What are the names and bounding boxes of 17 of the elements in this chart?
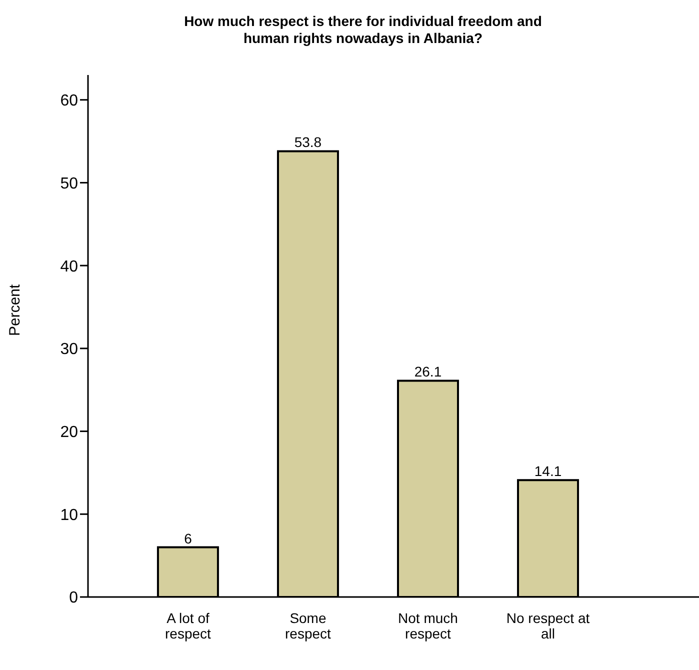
y-axis-title: Percent (6, 283, 24, 336)
chart-title: How much respect is there for individual freedom and human rights nowadays in Albania? (184, 13, 542, 46)
y-tick-label: 30 (60, 341, 78, 358)
data-label: 53.8 (294, 134, 322, 150)
y-tick-label: 10 (60, 506, 78, 524)
data-label: 26.1 (414, 364, 442, 380)
y-tick-label: 20 (60, 424, 78, 441)
x-tick-label: Some respect (285, 610, 332, 642)
y-tick-label: 40 (60, 258, 78, 276)
data-label: 6 (184, 530, 192, 546)
x-tick-label: No respect at all (506, 610, 590, 642)
data-label: 14.1 (534, 463, 562, 480)
y-tick-label: 0 (69, 590, 78, 607)
y-tick-label: 60 (60, 92, 78, 110)
x-tick-label: A lot of respect (165, 610, 212, 642)
y-tick-label: 50 (60, 175, 78, 192)
x-tick-label: Not much respect (398, 610, 458, 642)
